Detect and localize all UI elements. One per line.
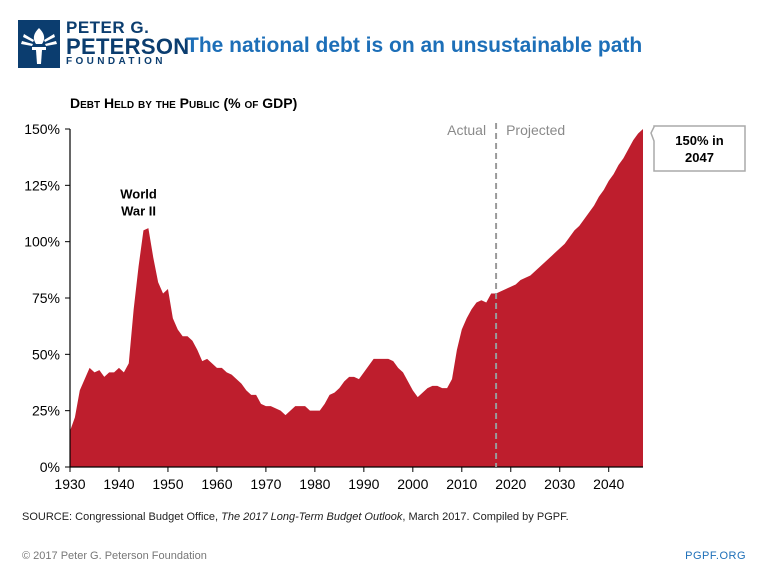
torch-icon bbox=[18, 20, 60, 68]
y-tick-label: 0% bbox=[40, 459, 60, 475]
source-note: SOURCE: Congressional Budget Office, The… bbox=[22, 511, 569, 523]
x-tick-label: 1930 bbox=[54, 476, 85, 492]
x-tick-label: 2030 bbox=[544, 476, 575, 492]
x-tick-label: 2010 bbox=[446, 476, 477, 492]
source-suffix: , March 2017. Compiled by PGPF. bbox=[402, 511, 569, 523]
chart-title: Debt Held by the Public (% of GDP) bbox=[70, 95, 298, 111]
chart-axes: 0% 25% 50% 75% 100% 125% 150% 1930 1940 1950 1960 1… bbox=[24, 121, 624, 492]
label-actual: Actual bbox=[447, 122, 486, 138]
y-tick-label: 75% bbox=[32, 290, 60, 306]
x-tick-label: 1970 bbox=[250, 476, 281, 492]
y-tick-label: 50% bbox=[32, 346, 60, 362]
y-tick-label: 150% bbox=[24, 121, 60, 137]
source-publication: The 2017 Long-Term Budget Outlook bbox=[221, 511, 403, 523]
x-tick-label: 1990 bbox=[348, 476, 379, 492]
copyright: © 2017 Peter G. Peterson Foundation bbox=[22, 550, 207, 562]
y-tick-label: 100% bbox=[24, 234, 60, 250]
brand-name-line3: FOUNDATION bbox=[66, 56, 166, 67]
x-tick-label: 2040 bbox=[593, 476, 624, 492]
source-prefix: SOURCE: Congressional Budget Office, bbox=[22, 511, 222, 523]
x-tick-label: 2000 bbox=[397, 476, 428, 492]
label-projected: Projected bbox=[506, 122, 565, 138]
callout-box: 150% in 2047 bbox=[650, 125, 746, 172]
x-tick-label: 1960 bbox=[201, 476, 232, 492]
x-tick-label: 1980 bbox=[299, 476, 330, 492]
brand-name-line2: PETERSON bbox=[66, 34, 190, 59]
x-tick-label: 1940 bbox=[103, 476, 134, 492]
brand-name-line1: PETER G. bbox=[66, 18, 150, 37]
site-link[interactable]: PGPF.ORG bbox=[685, 550, 746, 562]
callout-shape bbox=[650, 125, 746, 172]
y-tick-label: 25% bbox=[32, 403, 60, 419]
x-tick-label: 2020 bbox=[495, 476, 526, 492]
x-tick-label: 1950 bbox=[152, 476, 183, 492]
debt-area bbox=[70, 129, 643, 467]
callout-line1: 150% in bbox=[675, 133, 723, 148]
callout-line2: 2047 bbox=[685, 150, 714, 165]
page-title: The national debt is on an unsustainable… bbox=[186, 34, 643, 57]
annotation-ww2-line2: War II bbox=[121, 203, 156, 218]
annotation-ww2-line1: World bbox=[120, 186, 157, 201]
y-tick-label: 125% bbox=[24, 177, 60, 193]
